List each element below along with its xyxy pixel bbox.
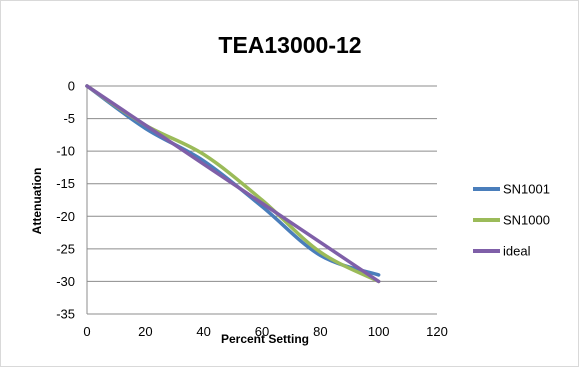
legend-label: SN1000 <box>503 213 550 228</box>
legend: SN1001 SN1000 ideal <box>473 182 550 259</box>
x-tick-label: 120 <box>426 324 448 339</box>
x-axis-label: Percent Setting <box>221 332 309 346</box>
y-tick-label: 0 <box>68 79 75 94</box>
grid-lines <box>87 85 437 282</box>
x-tick-label: 100 <box>368 324 390 339</box>
x-tick-label: 0 <box>83 324 90 339</box>
x-tick-label: 20 <box>138 324 152 339</box>
x-tick-label: 40 <box>196 324 210 339</box>
y-tick-label: -30 <box>56 274 75 289</box>
series-lines <box>85 84 381 284</box>
x-tick-label: 80 <box>313 324 327 339</box>
series-line-ideal <box>85 84 381 284</box>
y-tick-label: -10 <box>56 144 75 159</box>
y-tick-label: -35 <box>56 307 75 322</box>
y-tick-label: -5 <box>63 111 75 126</box>
tick-labels: 0 -5 -10 -15 -20 -25 -30 -35 0 20 40 60 80 100 120 <box>56 79 448 340</box>
x-tick-label: 60 <box>255 324 269 339</box>
legend-label: ideal <box>503 244 531 259</box>
chart-title: TEA13000-12 <box>218 32 361 58</box>
y-axis-label: Attenuation <box>30 168 44 235</box>
y-tick-label: -25 <box>56 241 75 256</box>
y-tick-label: -20 <box>56 209 75 224</box>
y-tick-label: -15 <box>56 176 75 191</box>
legend-label: SN1001 <box>503 182 550 197</box>
axes <box>86 86 437 315</box>
